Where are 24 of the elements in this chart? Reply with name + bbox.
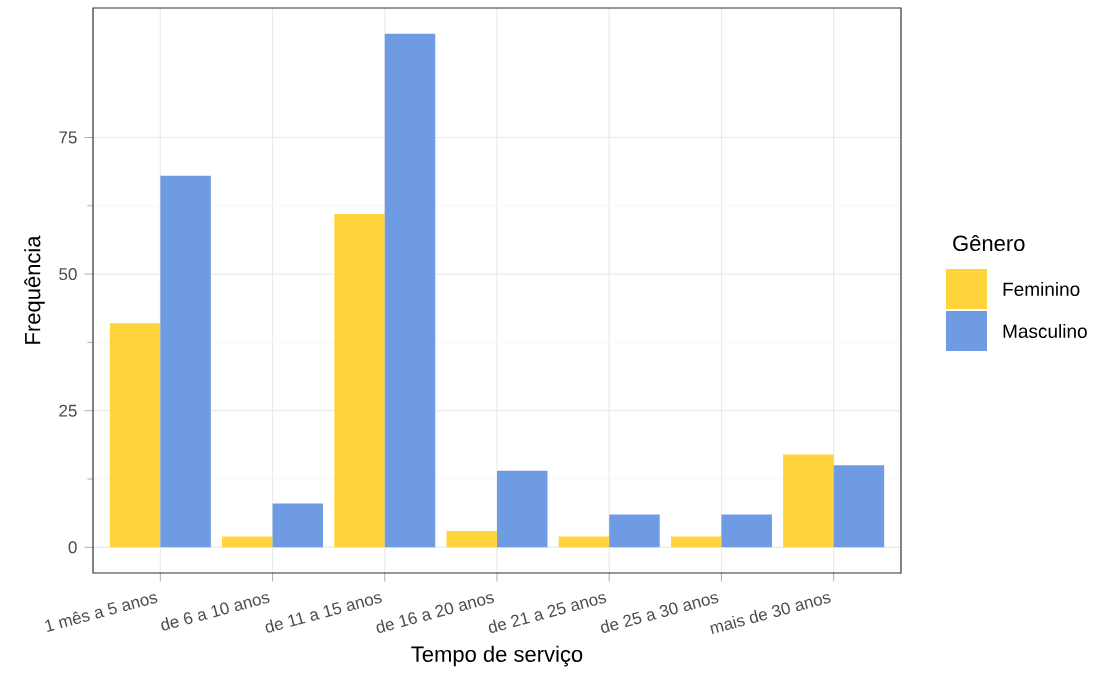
bar bbox=[222, 536, 273, 548]
y-tick-label: 25 bbox=[59, 404, 77, 417]
bar bbox=[783, 454, 834, 548]
bar bbox=[384, 33, 436, 548]
legend-label: Masculino bbox=[1003, 324, 1087, 338]
bar bbox=[109, 323, 161, 548]
legend-label: Feminino bbox=[1003, 282, 1080, 296]
bar bbox=[160, 175, 211, 548]
bar bbox=[497, 470, 548, 548]
y-tick-label: 0 bbox=[68, 541, 77, 554]
bar bbox=[670, 536, 722, 548]
bar bbox=[334, 214, 385, 548]
bar bbox=[446, 530, 497, 548]
bar bbox=[272, 503, 324, 548]
y-tick-label: 75 bbox=[59, 131, 77, 144]
bar bbox=[833, 465, 885, 548]
bar bbox=[609, 514, 660, 548]
bar bbox=[558, 536, 610, 548]
y-axis-title: Frequência bbox=[24, 235, 45, 344]
x-axis-title: Tempo de serviço bbox=[411, 645, 583, 667]
legend-title: Gênero bbox=[953, 234, 1025, 252]
x-tick-label: 1 mês a 5 anos bbox=[45, 594, 158, 632]
y-tick-label: 50 bbox=[59, 268, 77, 281]
bar bbox=[721, 514, 772, 548]
